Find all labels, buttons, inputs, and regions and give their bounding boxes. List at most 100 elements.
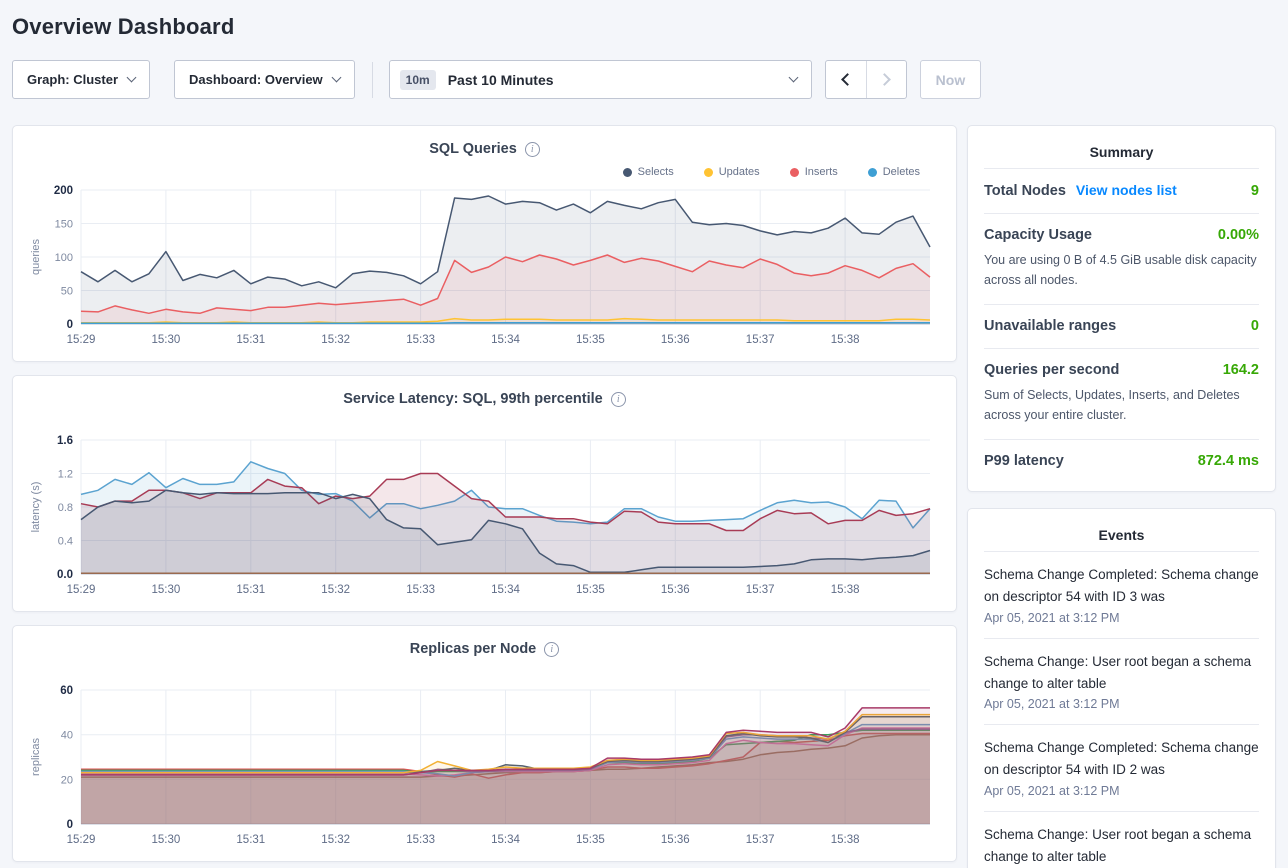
events-card: Events Schema Change Completed: Schema c… [967,508,1276,868]
legend-dot-icon [789,167,799,177]
svg-text:15:29: 15:29 [67,334,96,346]
qps-note: Sum of Selects, Updates, Inserts, and De… [984,388,1240,422]
events-title: Events [1098,527,1145,543]
svg-text:40: 40 [61,730,73,742]
graph-dropdown-label: Graph: Cluster [27,72,119,87]
svg-text:20: 20 [61,774,73,786]
sidebar: Summary Total Nodes View nodes list 9 Ca… [967,125,1276,868]
event-item[interactable]: Schema Change: User root began a schema … [984,810,1259,868]
view-nodes-list-link[interactable]: View nodes list [1075,182,1177,198]
svg-text:15:33: 15:33 [406,334,435,346]
capacity-usage-note: You are using 0 B of 4.5 GiB usable disk… [984,253,1257,287]
info-icon[interactable]: i [544,641,560,657]
svg-text:latency (s): latency (s) [30,482,42,533]
sql-queries-title: SQL Queries [429,141,517,157]
svg-text:15:37: 15:37 [746,584,775,596]
replicas-per-node-chart[interactable]: 15:29 15:30 15:31 15:32 15:33 15:34 15:35 15:36… [23,680,944,852]
time-range-badge: 10m [399,69,436,90]
service-latency-chart[interactable]: 15:29 15:30 15:31 15:32 15:33 15:34 15:35 15:36… [23,430,944,602]
event-text: Schema Change Completed: Schema change o… [984,567,1259,605]
info-icon[interactable]: i [524,141,540,157]
svg-text:15:32: 15:32 [321,584,350,596]
summary-row-unavailable: Unavailable ranges 0 [984,304,1259,348]
svg-text:15:32: 15:32 [321,334,350,346]
svg-text:15:30: 15:30 [152,334,181,346]
info-icon[interactable]: i [610,391,626,407]
legend-item-selects: Selects [622,164,674,180]
total-nodes-value: 9 [1250,183,1259,199]
service-latency-card: Service Latency: SQL, 99th percentile i … [12,375,957,612]
svg-text:15:34: 15:34 [491,834,520,846]
svg-text:15:36: 15:36 [661,584,690,596]
sql-queries-card: SQL Queries i Selects Updates Inserts [12,125,957,362]
total-nodes-label: Total Nodes [984,183,1066,199]
svg-text:150: 150 [55,219,73,231]
event-item[interactable]: Schema Change Completed: Schema change o… [984,551,1259,638]
svg-text:15:36: 15:36 [661,334,690,346]
time-range-picker[interactable]: 10m Past 10 Minutes [388,60,812,99]
summary-row-p99: P99 latency 872.4 ms [984,439,1259,483]
replicas-per-node-card: Replicas per Node i 15:29 15:30 15:31 15:32… [12,625,957,862]
main-content: SQL Queries i Selects Updates Inserts [12,125,1276,868]
event-text: Schema Change: User root began a schema … [984,653,1252,691]
svg-text:15:33: 15:33 [406,834,435,846]
event-timestamp: Apr 05, 2021 at 3:12 PM [984,610,1120,625]
summary-title: Summary [1089,144,1154,160]
svg-text:0.0: 0.0 [57,569,73,581]
time-back-button[interactable] [826,61,866,98]
event-text: Schema Change Completed: Schema change o… [984,740,1259,778]
svg-text:15:38: 15:38 [831,834,860,846]
event-item[interactable]: Schema Change Completed: Schema change o… [984,724,1259,811]
svg-text:15:37: 15:37 [746,834,775,846]
legend-item-deletes: Deletes [867,164,920,180]
legend-item-inserts: Inserts [789,164,838,180]
svg-text:15:32: 15:32 [321,834,350,846]
svg-text:0: 0 [67,319,73,331]
replicas-per-node-title: Replicas per Node [409,641,537,657]
svg-text:15:35: 15:35 [576,334,605,346]
sql-queries-chart[interactable]: 15:29 15:30 15:31 15:32 15:33 15:34 15:35 15:36… [23,180,944,352]
svg-text:1.6: 1.6 [57,435,73,447]
capacity-usage-label: Capacity Usage [984,227,1092,243]
capacity-usage-value: 0.00% [1217,227,1259,243]
svg-text:200: 200 [54,185,73,197]
p99-latency-value: 872.4 ms [1197,453,1259,469]
svg-text:0: 0 [67,819,73,831]
svg-text:15:31: 15:31 [236,584,265,596]
svg-text:15:30: 15:30 [152,834,181,846]
qps-label: Queries per second [984,362,1120,378]
svg-text:15:31: 15:31 [236,834,265,846]
summary-row-capacity: Capacity Usage 0.00% You are using 0 B o… [984,213,1259,304]
event-item[interactable]: Schema Change: User root began a schema … [984,637,1259,725]
dashboard-controls: Graph: Cluster Dashboard: Overview 10m P… [12,60,1276,99]
chevron-left-icon [841,73,855,86]
svg-text:60: 60 [60,685,73,697]
now-button[interactable]: Now [919,60,982,99]
svg-text:0.4: 0.4 [58,536,73,548]
svg-text:15:29: 15:29 [67,834,96,846]
p99-latency-label: P99 latency [984,453,1064,469]
chevron-right-icon [877,73,891,86]
time-forward-button[interactable] [865,61,906,98]
dashboard-dropdown[interactable]: Dashboard: Overview [174,60,355,99]
chevron-down-icon [331,72,342,83]
svg-text:queries: queries [30,238,42,275]
svg-text:15:36: 15:36 [661,834,690,846]
dashboard-dropdown-label: Dashboard: Overview [189,72,323,87]
unavailable-ranges-label: Unavailable ranges [984,318,1117,334]
time-range-label: Past 10 Minutes [447,71,554,88]
svg-text:100: 100 [55,252,73,264]
svg-text:15:34: 15:34 [491,334,520,346]
sql-queries-legend: Selects Updates Inserts Deletes [23,164,920,180]
legend-dot-icon [867,167,877,177]
time-step-buttons [824,60,907,99]
chevron-down-icon [126,72,137,83]
svg-text:15:30: 15:30 [152,584,181,596]
svg-text:15:31: 15:31 [236,334,265,346]
chevron-down-icon [788,72,799,83]
svg-text:15:38: 15:38 [831,584,860,596]
event-text: Schema Change: User root began a schema … [984,826,1252,864]
svg-text:15:34: 15:34 [491,584,520,596]
graph-dropdown[interactable]: Graph: Cluster [12,60,151,99]
page-title: Overview Dashboard [12,14,235,39]
